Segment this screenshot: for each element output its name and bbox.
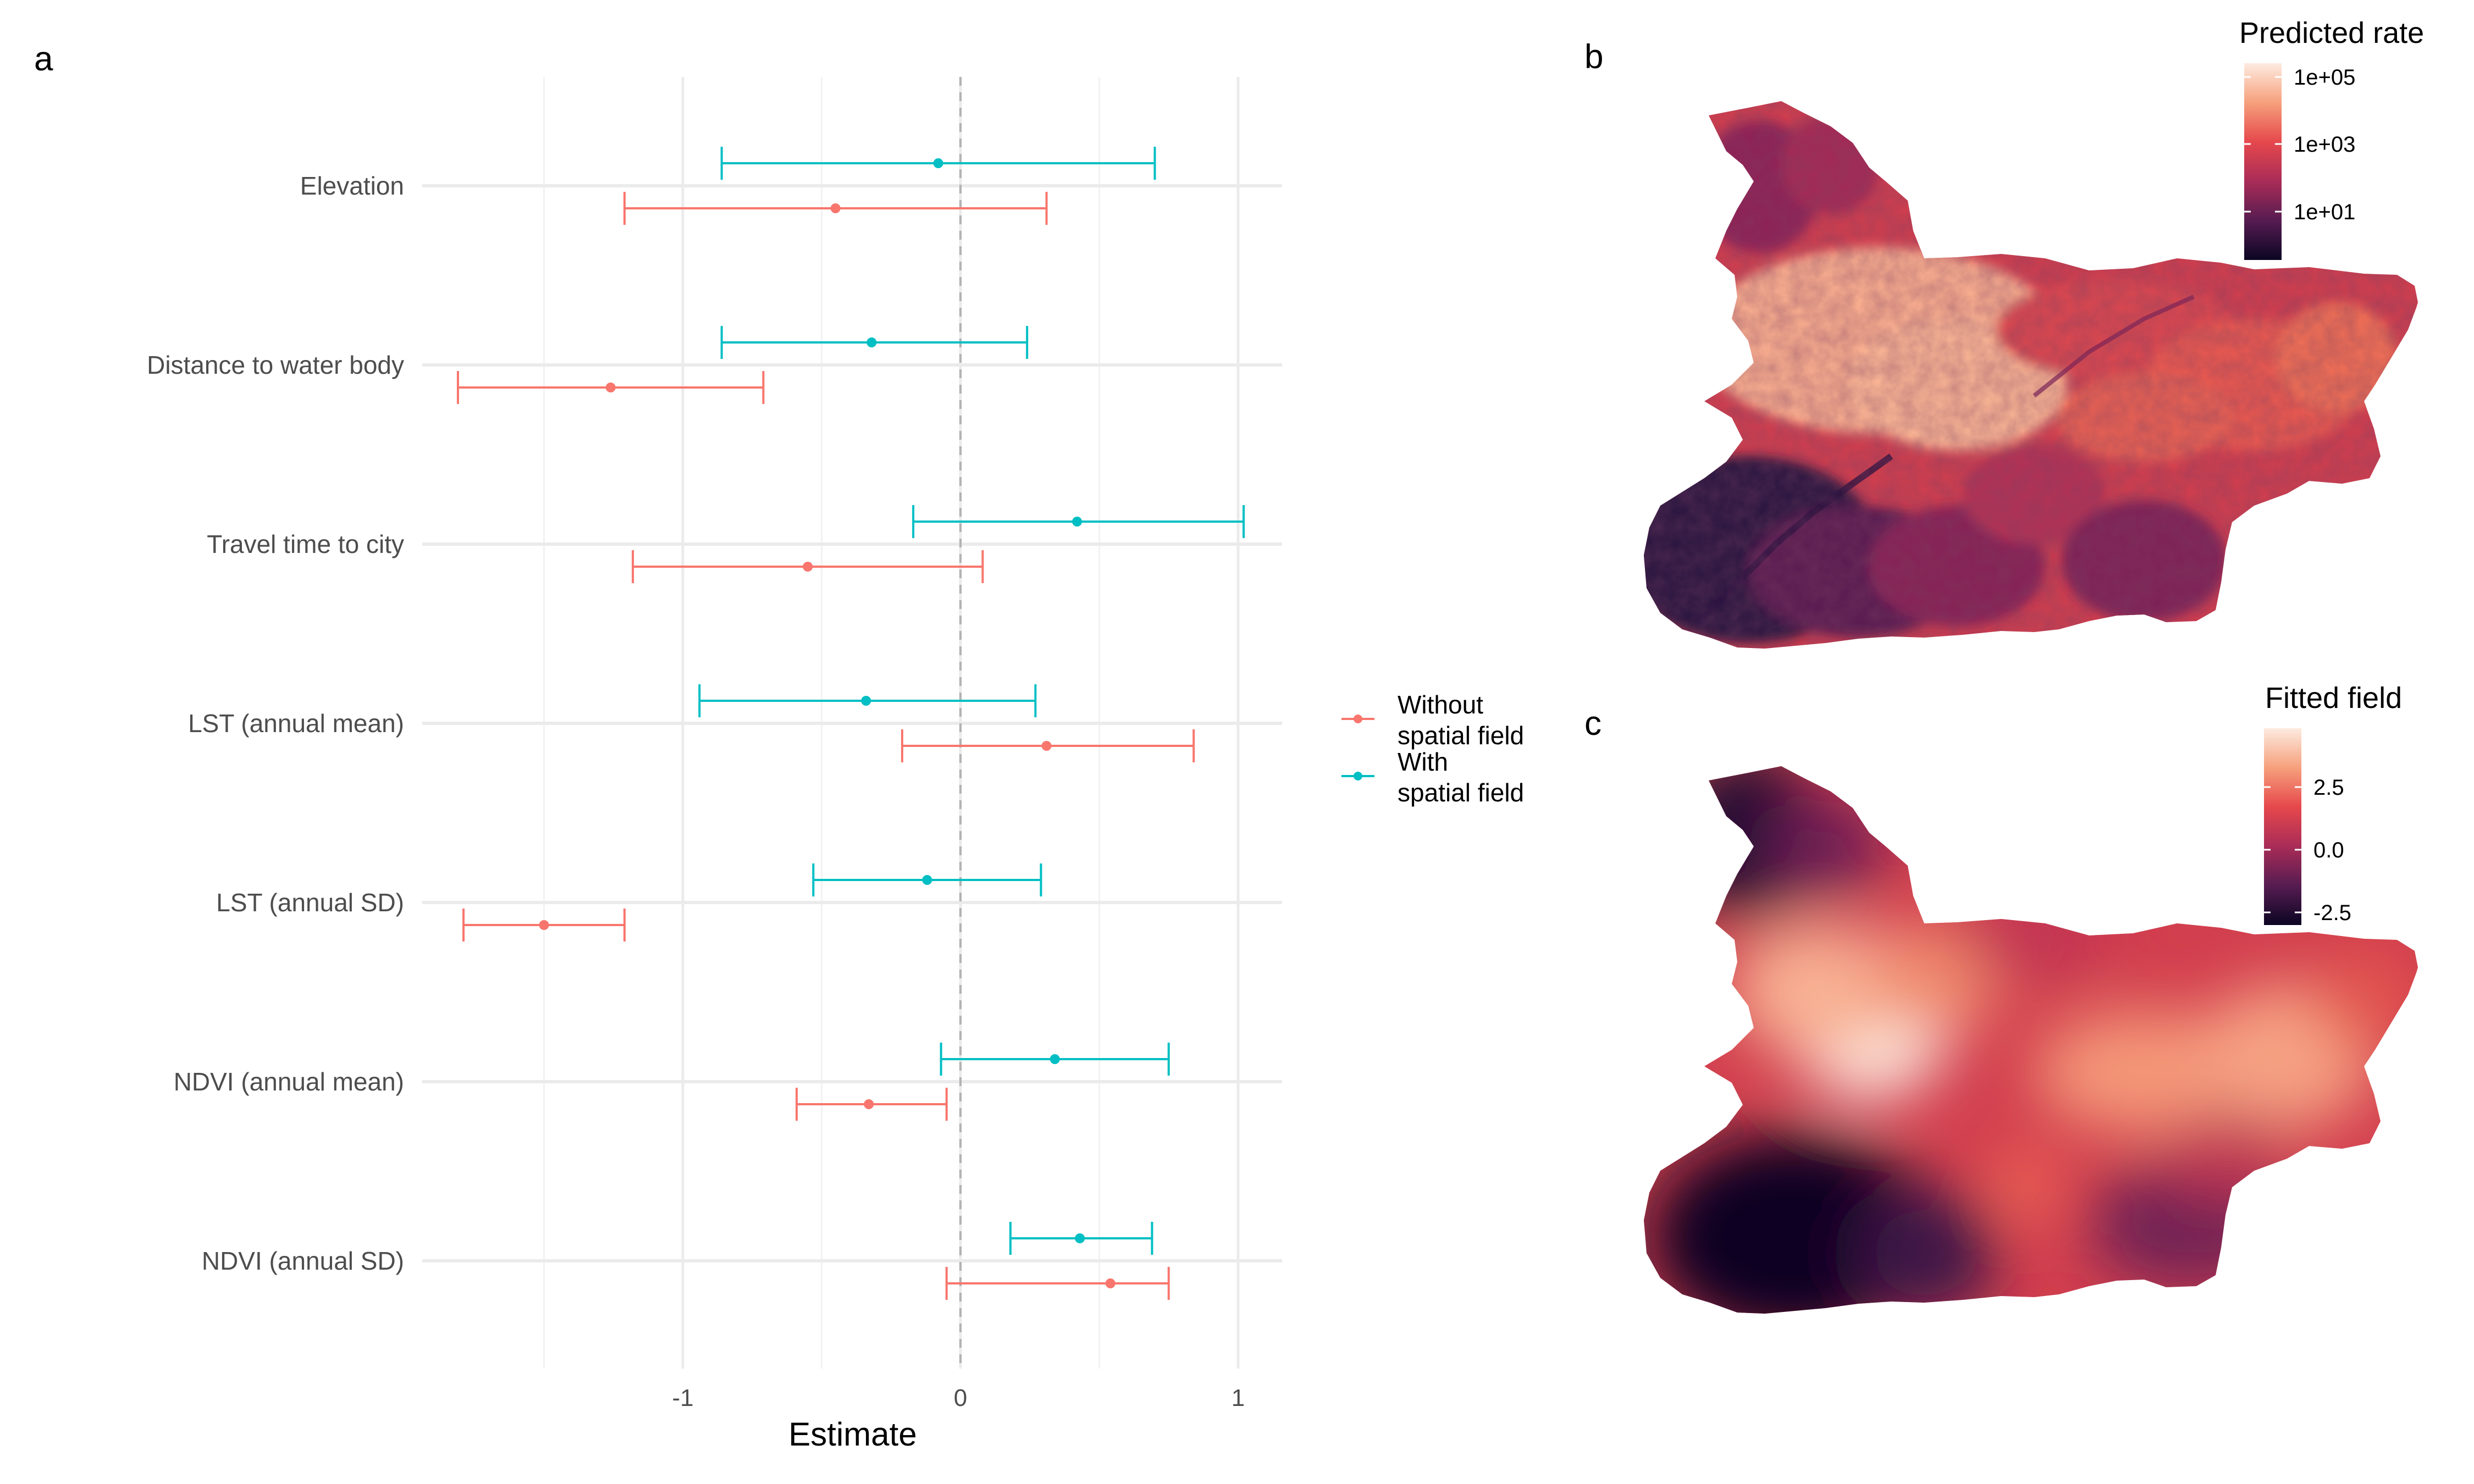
estimate-point	[861, 696, 871, 706]
legend-label-line1: Without	[1398, 690, 1483, 719]
legend-label-line2: spatial field	[1398, 778, 1524, 807]
predicted-rate-map: Predicted rate 1e+05 1e+03 1e+01	[1644, 16, 2424, 649]
error-bar	[945, 1267, 1170, 1300]
panel-label-b: b	[1584, 38, 1603, 76]
plot-grid	[422, 77, 1282, 1369]
error-bar	[796, 1088, 948, 1121]
error-bar	[912, 505, 1245, 538]
estimate-point	[1041, 741, 1052, 751]
colorbar	[2244, 63, 2282, 260]
error-bar	[456, 371, 765, 404]
error-bar	[901, 729, 1195, 762]
error-bar	[623, 192, 1048, 225]
colorbar-tick-label: 1e+03	[2294, 132, 2355, 157]
y-tick-label: Travel time to city	[207, 530, 404, 558]
colorbar-title: Fitted field	[2265, 682, 2402, 715]
predicted-rate-raster	[1644, 101, 2418, 649]
x-tick-label: -1	[672, 1385, 693, 1411]
x-tick-label: 0	[954, 1385, 967, 1411]
legend-item-with-spatial-field: With spatial field	[1341, 747, 1524, 807]
x-tick-label: 1	[1232, 1385, 1245, 1411]
legend-item-without-spatial-field: Without spatial field	[1341, 690, 1524, 750]
y-tick-label: NDVI (annual SD)	[202, 1247, 404, 1275]
legend-label-line1: With	[1398, 747, 1448, 776]
panel-label-a: a	[34, 40, 53, 78]
fitted-field-colorbar: Fitted field 2.5 0.0 -2.5	[2264, 682, 2402, 925]
error-bar	[940, 1043, 1170, 1076]
estimate-point	[1072, 517, 1083, 527]
fitted-field-raster	[1644, 766, 2418, 1314]
estimate-point	[866, 337, 877, 347]
colorbar	[2264, 728, 2301, 925]
colorbar-tick-label: 1e+01	[2294, 200, 2355, 224]
legend-key-point	[1354, 715, 1362, 723]
y-tick-label: NDVI (annual mean)	[174, 1067, 404, 1096]
colorbar-tick-label: 2.5	[2313, 776, 2344, 800]
colorbar-tick-label: 1e+05	[2294, 65, 2355, 90]
y-tick-label: Distance to water body	[147, 351, 404, 379]
estimate-point	[1105, 1278, 1115, 1288]
colorbar-title: Predicted rate	[2239, 16, 2424, 49]
error-bar	[462, 909, 626, 942]
y-tick-labels: Elevation Distance to water body Travel ti…	[147, 171, 404, 1275]
estimate-point	[830, 203, 841, 213]
estimate-point	[922, 875, 932, 885]
estimate-point	[803, 562, 813, 572]
estimate-point	[933, 158, 943, 168]
estimate-point	[1050, 1054, 1060, 1064]
estimate-point	[539, 920, 549, 930]
estimate-point	[605, 383, 616, 392]
error-bar	[1009, 1222, 1153, 1255]
error-bar	[720, 147, 1156, 180]
y-tick-label: Elevation	[300, 171, 404, 200]
y-tick-label: LST (annual SD)	[216, 888, 404, 917]
legend: Without spatial field With spatial field	[1341, 690, 1524, 807]
colorbar-tick-label: -2.5	[2313, 901, 2351, 925]
predicted-rate-colorbar: Predicted rate 1e+05 1e+03 1e+01	[2239, 16, 2424, 260]
legend-key-point	[1354, 772, 1362, 780]
legend-label-line2: spatial field	[1398, 721, 1524, 750]
estimate-point	[1075, 1233, 1085, 1243]
fitted-field-map: Fitted field 2.5 0.0 -2.5	[1644, 682, 2418, 1314]
error-bar	[720, 326, 1029, 359]
estimate-point	[864, 1099, 874, 1109]
x-tick-labels: -1 0 1	[672, 1385, 1245, 1411]
colorbar-tick-label: 0.0	[2313, 838, 2344, 862]
y-tick-label: LST (annual mean)	[188, 709, 404, 738]
error-bar	[812, 863, 1042, 896]
coefficient-plot: Elevation Distance to water body Travel ti…	[147, 77, 1282, 1453]
x-axis-title: Estimate	[788, 1416, 916, 1453]
error-bar	[632, 550, 984, 583]
error-bar	[698, 684, 1037, 717]
panel-label-c: c	[1584, 705, 1602, 743]
plot-marks	[456, 147, 1245, 1300]
